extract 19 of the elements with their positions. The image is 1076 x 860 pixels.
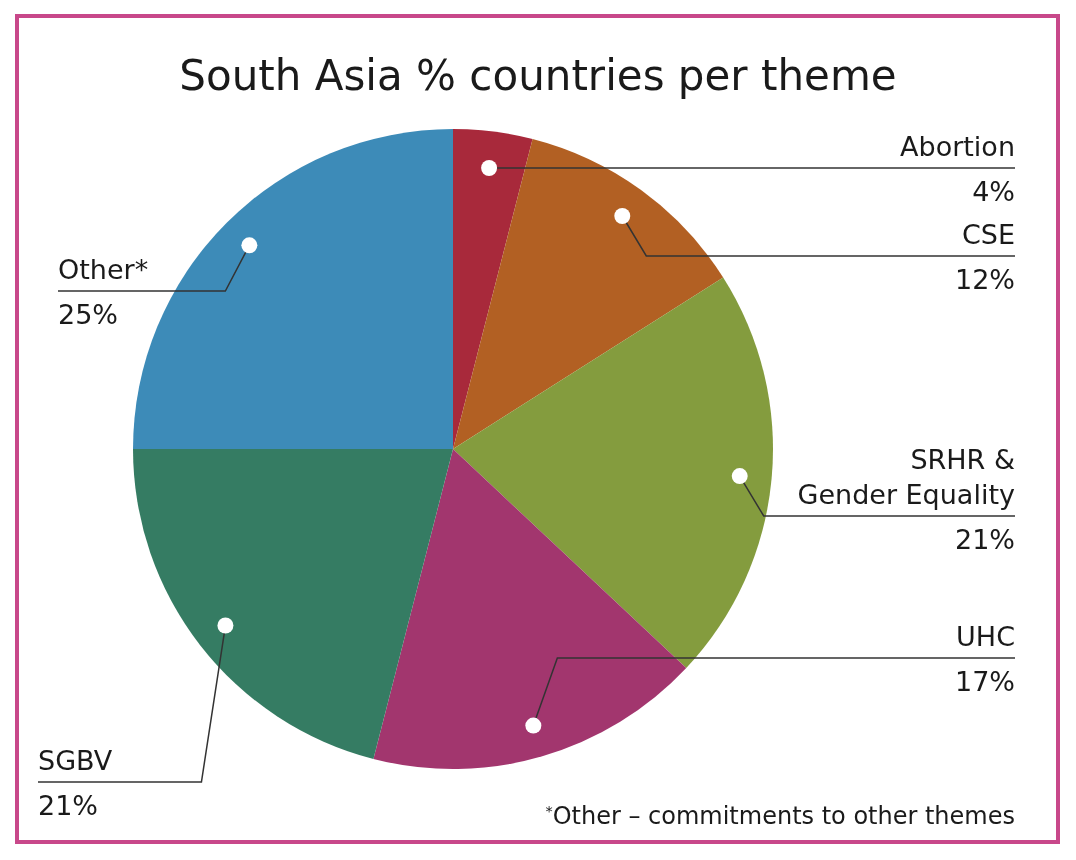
slice-label: Other* (58, 254, 149, 285)
slice-label: Abortion (900, 131, 1015, 162)
pie-slice (133, 449, 453, 759)
slice-label: UHC (956, 621, 1015, 652)
data-label: 4% (972, 176, 1015, 207)
data-label: 21% (38, 790, 99, 821)
data-label: 12% (954, 264, 1015, 295)
data-label: 17% (954, 666, 1015, 697)
slice-label: SRHR & Gender Equality (797, 444, 1016, 510)
data-label: 25% (58, 299, 119, 330)
pie-slice (453, 129, 533, 449)
slice-label: CSE (961, 219, 1015, 250)
text: $^{*}$Other – commitments to other themes (545, 802, 1015, 830)
chart-title: South Asia % countries per theme (179, 51, 897, 100)
pie-slice (453, 277, 773, 669)
slice-label: SGBV (38, 745, 113, 776)
pie-slice (453, 139, 724, 449)
pie-slice (373, 449, 687, 769)
data-label: 21% (954, 524, 1015, 555)
